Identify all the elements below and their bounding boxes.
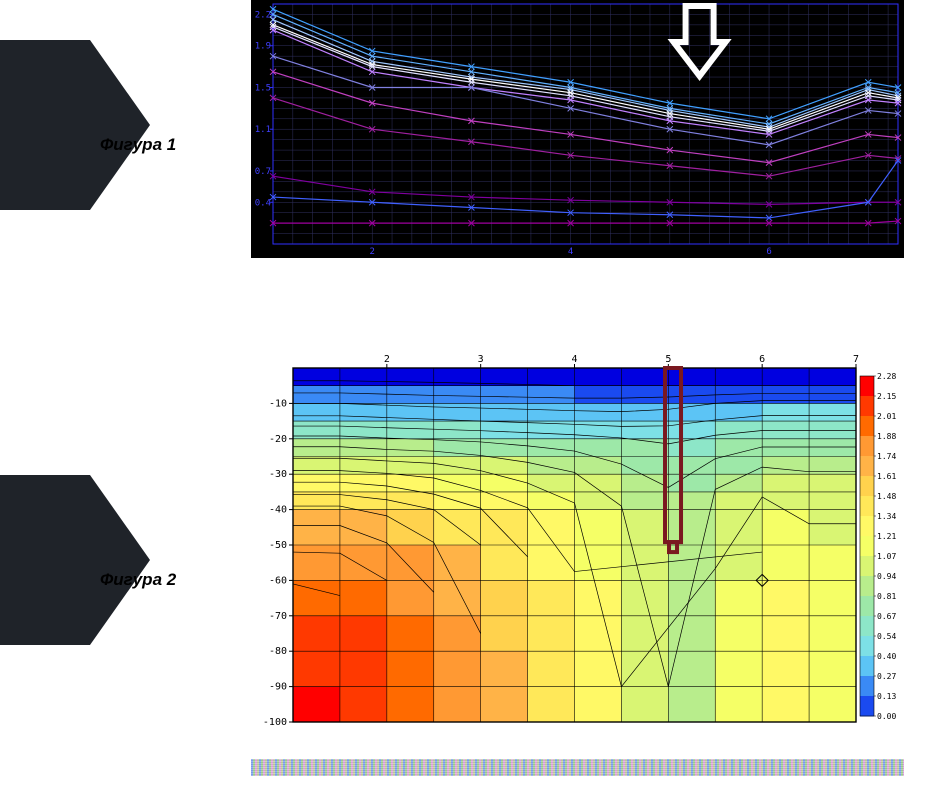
svg-text:4: 4 [568,247,573,257]
svg-text:2.01: 2.01 [877,412,896,421]
svg-text:0.40: 0.40 [877,652,896,661]
svg-text:1.34: 1.34 [877,512,896,521]
svg-text:-40: -40 [269,505,287,516]
svg-text:1.1: 1.1 [255,125,271,135]
svg-text:0.54: 0.54 [877,632,896,641]
svg-text:0.7: 0.7 [255,167,271,177]
svg-text:1.5: 1.5 [255,83,271,93]
svg-text:0.00: 0.00 [877,712,896,721]
svg-text:1.74: 1.74 [877,452,896,461]
pentagon-fig1 [0,40,90,210]
svg-text:4: 4 [571,354,577,365]
svg-text:3: 3 [478,354,484,365]
figure1-label: Фигура 1 [100,135,176,155]
pentagon-fig2 [0,475,90,645]
svg-text:1.88: 1.88 [877,432,896,441]
svg-text:0.13: 0.13 [877,692,896,701]
svg-text:-80: -80 [269,646,287,657]
svg-text:-90: -90 [269,682,287,693]
svg-text:-50: -50 [269,540,287,551]
svg-text:-70: -70 [269,611,287,622]
svg-text:2.28: 2.28 [877,372,896,381]
svg-text:2: 2 [369,247,374,257]
figure2-chart: 2 3 4 5 6 7 -10 -20 -30 -40 -50 -60 -70 -80 -90 -100 2.… [251,348,904,734]
svg-text:5: 5 [665,354,671,365]
svg-text:-100: -100 [263,717,287,728]
svg-text:-20: -20 [269,434,287,445]
svg-text:6: 6 [759,354,765,365]
noise-strip [251,759,904,776]
svg-text:6: 6 [766,247,771,257]
svg-text:0.94: 0.94 [877,572,896,581]
svg-text:0.27: 0.27 [877,672,896,681]
svg-text:-60: -60 [269,575,287,586]
svg-text:1.21: 1.21 [877,532,896,541]
svg-text:0.4: 0.4 [255,198,271,208]
svg-text:2.15: 2.15 [877,392,896,401]
svg-text:7: 7 [853,354,859,365]
svg-text:2: 2 [384,354,390,365]
svg-text:-30: -30 [269,469,287,480]
svg-text:1.07: 1.07 [877,552,896,561]
figure2-label: Фигура 2 [100,570,176,590]
svg-text:1.61: 1.61 [877,472,896,481]
svg-text:1.48: 1.48 [877,492,896,501]
svg-text:0.67: 0.67 [877,612,896,621]
svg-text:0.81: 0.81 [877,592,896,601]
svg-text:-10: -10 [269,398,287,409]
svg-text:2.2: 2.2 [255,10,271,20]
svg-text:1.9: 1.9 [255,42,271,52]
figure1-chart: 2.2 1.9 1.5 1.1 0.7 0.4 2 4 6 [251,0,904,258]
